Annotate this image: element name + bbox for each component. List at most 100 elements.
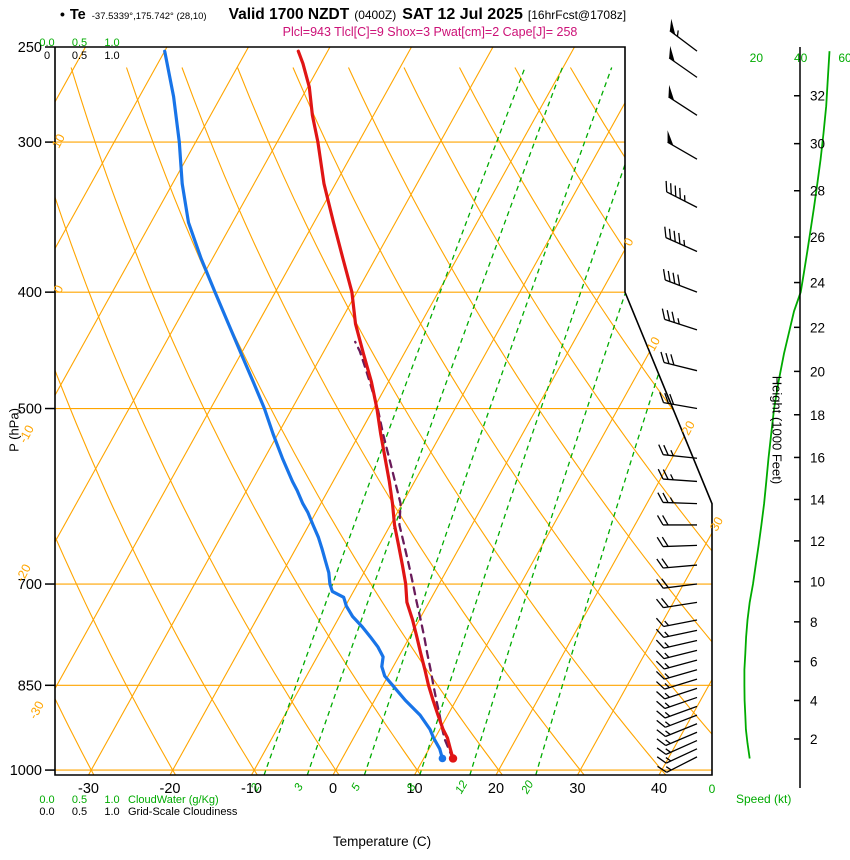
adiabat-label: 0: [51, 283, 67, 296]
height-tick-label: 14: [810, 492, 826, 507]
sounding-indices: Plcl=943 Tlcl[C]=9 Shox=3 Pwat[cm]=2 Cap…: [282, 25, 578, 39]
dewpoint-trace: [163, 49, 444, 761]
height-tick-label: 26: [810, 230, 825, 245]
height-tick-label: 12: [810, 534, 825, 549]
wind-barb: [656, 696, 698, 710]
wind-barb: [655, 669, 698, 680]
height-tick-label: 2: [810, 732, 818, 747]
height-tick-label: 10: [810, 575, 825, 590]
height-tick-label: 6: [810, 654, 818, 669]
wind-barb: [668, 45, 698, 78]
pressure-tick-label: 1000: [10, 763, 42, 779]
cloudiness-scale-tick: 0.0: [39, 806, 54, 818]
height-tick-label: 32: [810, 89, 825, 104]
temperature-tick-label: 0: [329, 781, 337, 797]
wind-barb: [656, 705, 698, 719]
wind-barb: [669, 18, 698, 52]
station-bullet: •: [60, 6, 65, 22]
temperature-tick-label: 30: [569, 781, 585, 797]
temperature-axis-label: Temperature (C): [332, 834, 432, 849]
pressure-tick-label: 700: [18, 577, 42, 593]
wind-barb: [655, 678, 698, 690]
wind-barb: [655, 628, 698, 639]
wind-barb: [656, 723, 698, 738]
chart-header: • Te -37.5339°,175.742° (28,10) Valid 17…: [60, 6, 626, 24]
wind-barb: [656, 687, 698, 700]
cloudiness-axis-title: Grid-Scale Cloudiness: [128, 806, 238, 818]
pressure-axis-label: P (hPa): [6, 408, 22, 452]
cloudiness-scale-tick: 0: [44, 50, 50, 62]
wind-barb: [655, 639, 698, 649]
cloudwater-scale-tick: 1.0: [104, 794, 119, 806]
wind-barb: [665, 180, 698, 208]
adiabat-label: 10: [49, 132, 68, 151]
wind-barb: [668, 84, 698, 116]
wind-barb: [656, 536, 698, 548]
temperature-tick-label: 40: [651, 781, 667, 797]
wind-barb: [656, 748, 698, 764]
plot-frame: [54, 46, 713, 776]
height-tick-label: 22: [810, 320, 825, 335]
speed-scale-tick: 20: [750, 51, 764, 65]
wind-speed-profile: [743, 51, 831, 759]
temperature-tick-label: -10: [241, 781, 262, 797]
wind-barb: [655, 597, 698, 609]
pressure-tick-label: 850: [18, 678, 42, 694]
height-tick-label: 30: [810, 137, 825, 152]
wind-barb: [656, 739, 698, 755]
adiabat-label: -30: [26, 699, 47, 722]
wind-barb: [660, 351, 698, 372]
cloudwater-scale-tick: 0.0: [39, 37, 54, 49]
height-tick-label: 18: [810, 408, 825, 423]
wind-barb: [659, 392, 698, 410]
isotherm-label: 20: [679, 419, 698, 438]
mixing-ratio-label: 20: [519, 778, 537, 796]
wind-barb: [658, 444, 698, 459]
wind-barb: [667, 130, 698, 160]
height-tick-label: 16: [810, 450, 825, 465]
wind-barb: [656, 558, 698, 569]
speed-scale-tick: 0: [709, 782, 716, 796]
surface-dewpoint-dot: [438, 754, 447, 763]
cloudwater-axis-title: CloudWater (g/Kg): [128, 794, 219, 806]
temperature-tick-label: 20: [488, 781, 504, 797]
height-tick-label: 8: [810, 615, 818, 630]
wind-barb: [655, 617, 698, 628]
temperature-tick-label: -20: [160, 781, 181, 797]
wind-barb: [656, 515, 697, 526]
wind-barbs: [655, 18, 698, 773]
cloudwater-scale-tick: 0.0: [39, 794, 54, 806]
speed-axis-label: Speed (kt): [736, 792, 792, 806]
station-coords: -37.5339°,175.742° (28,10): [91, 11, 207, 22]
cloudiness-scale-tick: 1.0: [104, 806, 119, 818]
cloudiness-scale-tick: 0.5: [72, 50, 87, 62]
wind-barb: [661, 308, 698, 331]
cloudwater-scale-tick: 0.5: [72, 794, 87, 806]
station-name: Te: [69, 7, 86, 23]
wind-barb: [657, 468, 698, 483]
cloudwater-scale-tick: 0.5: [72, 37, 87, 49]
wind-barb: [656, 731, 698, 747]
cloudiness-scale-tick: 1.0: [104, 50, 119, 62]
height-tick-label: 20: [810, 364, 825, 379]
temperature-tick-label: -30: [78, 781, 99, 797]
speed-scale-tick: 40: [794, 51, 808, 65]
surface-temp-dot: [448, 754, 458, 763]
wind-barb: [657, 756, 698, 773]
mixing-ratio-label: 5: [350, 781, 364, 793]
cloudwater-scale-tick: 1.0: [104, 37, 119, 49]
pressure-tick-label: 400: [18, 285, 42, 301]
zulu-time: (0400Z): [354, 8, 397, 22]
height-tick-label: 24: [810, 276, 826, 291]
pressure-tick-label: 300: [18, 135, 42, 151]
pressure-tick-label: 500: [18, 402, 42, 418]
height-tick-label: 28: [810, 184, 825, 199]
forecast-info: [16hrFcst@1708z]: [527, 8, 627, 22]
wind-barb: [662, 268, 698, 293]
isotherm-label: 30: [707, 515, 726, 534]
wind-barb: [656, 714, 698, 728]
parcel-trace: [354, 340, 455, 760]
pressure-tick-label: 250: [18, 40, 42, 56]
